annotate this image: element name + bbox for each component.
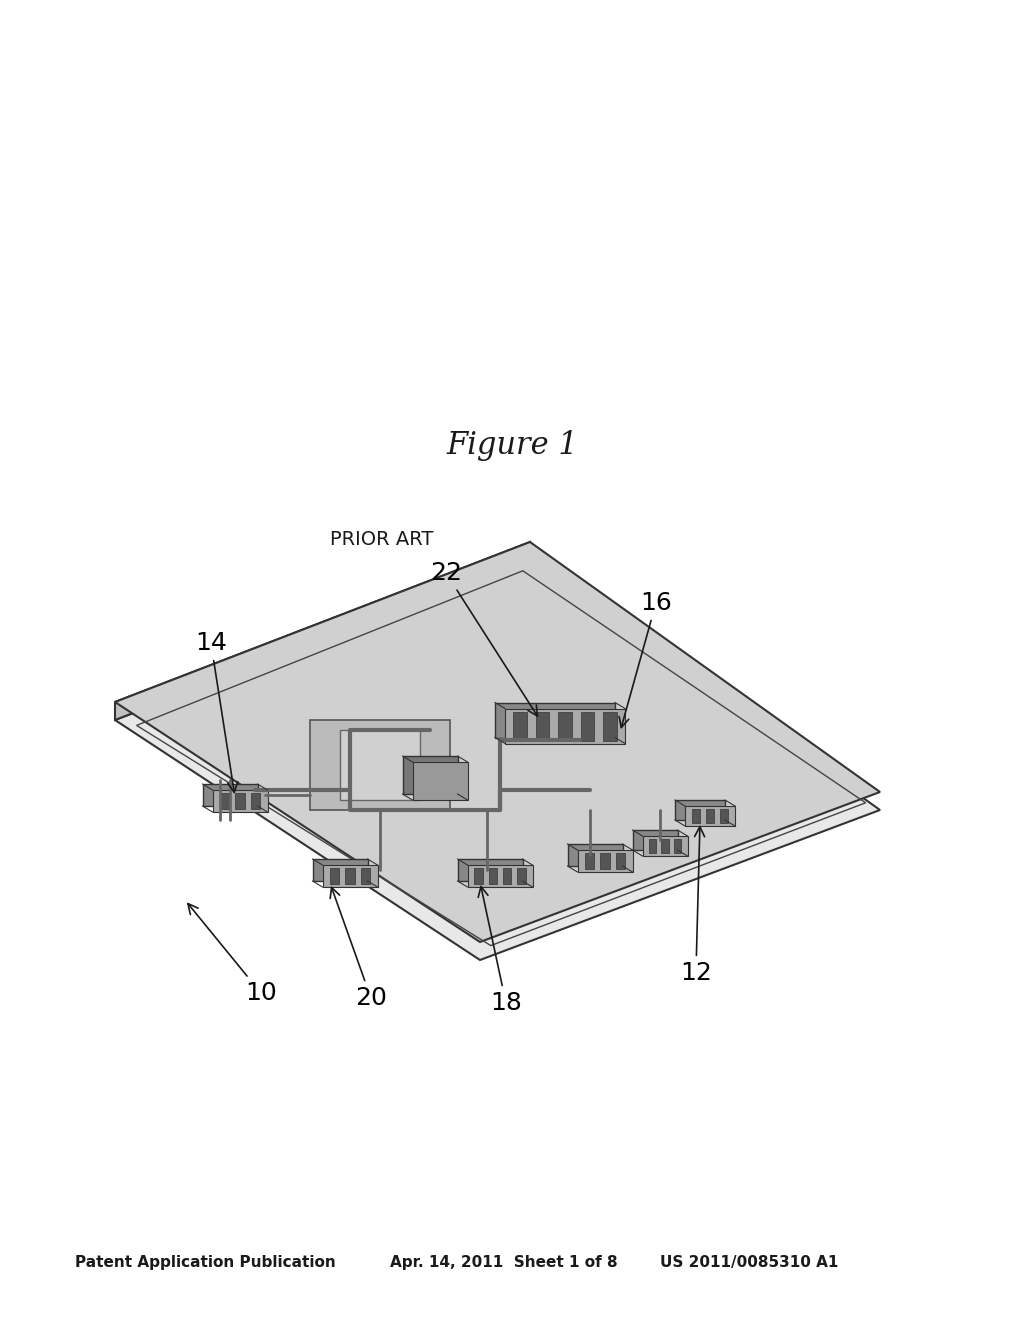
Bar (616, 853, 626, 869)
Polygon shape (115, 560, 880, 960)
Text: Figure 1: Figure 1 (446, 430, 578, 461)
Text: 12: 12 (680, 826, 712, 985)
Polygon shape (203, 784, 257, 807)
Text: Patent Application Publication: Patent Application Publication (75, 1255, 336, 1270)
Polygon shape (213, 789, 267, 812)
Polygon shape (115, 543, 530, 719)
Bar (330, 869, 339, 884)
Bar (517, 869, 525, 884)
Bar (585, 853, 594, 869)
Polygon shape (115, 543, 880, 942)
Bar (345, 869, 354, 884)
Bar (488, 869, 497, 884)
Text: 10: 10 (188, 904, 276, 1005)
Bar (692, 809, 700, 822)
Bar (536, 711, 549, 741)
Polygon shape (413, 762, 468, 800)
Bar (251, 793, 260, 809)
Bar (581, 711, 594, 741)
Bar (474, 869, 483, 884)
Text: PRIOR ART: PRIOR ART (330, 531, 433, 549)
Polygon shape (567, 843, 623, 866)
Bar (558, 711, 571, 741)
Polygon shape (685, 807, 735, 826)
Bar (674, 840, 681, 853)
Polygon shape (495, 702, 615, 738)
Polygon shape (312, 859, 368, 880)
Text: 22: 22 (430, 561, 538, 715)
Bar (603, 711, 616, 741)
Polygon shape (505, 709, 625, 743)
Polygon shape (402, 756, 458, 795)
Bar (649, 840, 656, 853)
Text: 16: 16 (620, 591, 672, 727)
Bar (706, 809, 714, 822)
Polygon shape (642, 836, 687, 855)
Text: US 2011/0085310 A1: US 2011/0085310 A1 (660, 1255, 839, 1270)
Polygon shape (675, 800, 725, 820)
Polygon shape (323, 865, 378, 887)
Bar (662, 840, 669, 853)
Bar (310, 719, 450, 810)
Bar (236, 793, 245, 809)
Bar (503, 869, 511, 884)
Bar (361, 869, 371, 884)
Polygon shape (458, 859, 522, 880)
Bar (513, 711, 527, 741)
Polygon shape (468, 865, 532, 887)
Bar (219, 793, 229, 809)
Polygon shape (633, 830, 678, 850)
Polygon shape (578, 850, 633, 873)
Bar (720, 809, 728, 822)
Bar (600, 853, 609, 869)
Text: 18: 18 (478, 887, 522, 1015)
Text: 20: 20 (330, 887, 387, 1010)
Text: Apr. 14, 2011  Sheet 1 of 8: Apr. 14, 2011 Sheet 1 of 8 (390, 1255, 617, 1270)
Text: 14: 14 (195, 631, 238, 792)
Bar (340, 730, 420, 800)
